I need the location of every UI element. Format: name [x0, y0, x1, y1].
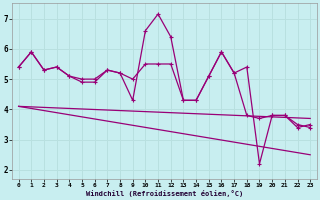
X-axis label: Windchill (Refroidissement éolien,°C): Windchill (Refroidissement éolien,°C) — [86, 190, 243, 197]
